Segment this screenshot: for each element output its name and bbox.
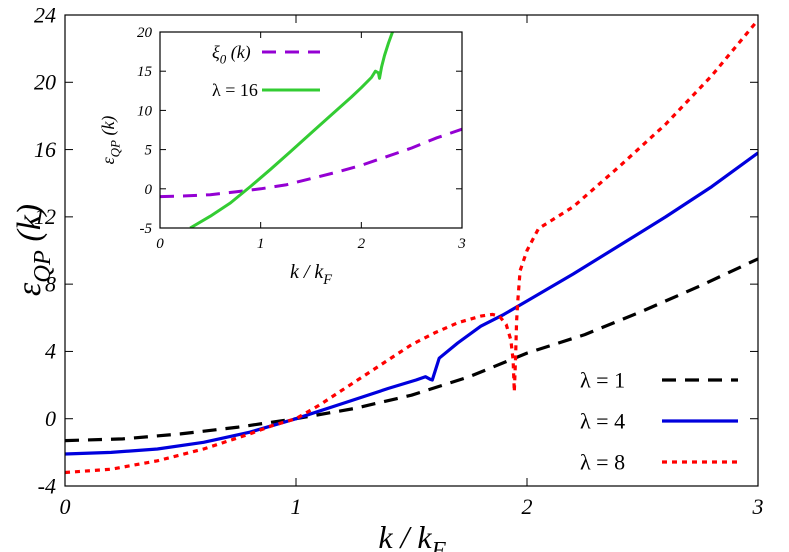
y-tick-label: 12 xyxy=(34,204,56,229)
y-tick-label: 20 xyxy=(137,25,153,41)
x-tick-label: 1 xyxy=(291,494,302,519)
x-tick-label: 0 xyxy=(156,236,164,252)
y-tick-label: 15 xyxy=(137,64,153,80)
legend-label: λ = 16 xyxy=(212,80,258,100)
series-line xyxy=(65,151,758,456)
series-line xyxy=(65,257,758,443)
y-tick-label: 16 xyxy=(34,137,56,162)
series-group xyxy=(65,18,758,475)
y-tick-label: 0 xyxy=(45,406,56,431)
legend-label: λ = 4 xyxy=(580,408,625,433)
plot-frame xyxy=(64,14,759,487)
y-tick-label: -4 xyxy=(38,473,56,498)
series-line xyxy=(65,18,758,475)
inset-background xyxy=(160,32,462,228)
y-tick-label: 4 xyxy=(45,339,56,364)
x-tick-label: 1 xyxy=(257,236,265,252)
legend-label: λ = 8 xyxy=(580,449,625,474)
y-tick-label: -5 xyxy=(140,221,153,237)
legend-label: λ = 1 xyxy=(580,367,625,392)
plot-frame xyxy=(159,31,463,229)
y-tick-label: 8 xyxy=(45,271,56,296)
x-axis-label: k / kF xyxy=(290,261,332,288)
x-tick-label: 2 xyxy=(358,236,366,252)
series-line xyxy=(189,32,394,228)
y-axis-label: εQP (k) xyxy=(11,204,56,296)
x-tick-label: 2 xyxy=(522,494,533,519)
legend-label: ξ0 (k) xyxy=(212,42,251,66)
x-tick-label: 0 xyxy=(60,494,71,519)
x-tick-label: 3 xyxy=(457,236,466,252)
x-axis-label: k / kF xyxy=(378,519,446,552)
y-tick-label: 10 xyxy=(137,103,153,119)
y-tick-label: 20 xyxy=(34,70,56,95)
y-tick-label: 24 xyxy=(34,2,56,27)
y-tick-label: 5 xyxy=(145,143,153,159)
x-tick-label: 3 xyxy=(752,494,764,519)
y-axis-label: εQP (k) xyxy=(98,116,122,165)
series-group xyxy=(160,32,462,228)
y-tick-label: 0 xyxy=(145,182,153,198)
series-line xyxy=(160,127,462,199)
